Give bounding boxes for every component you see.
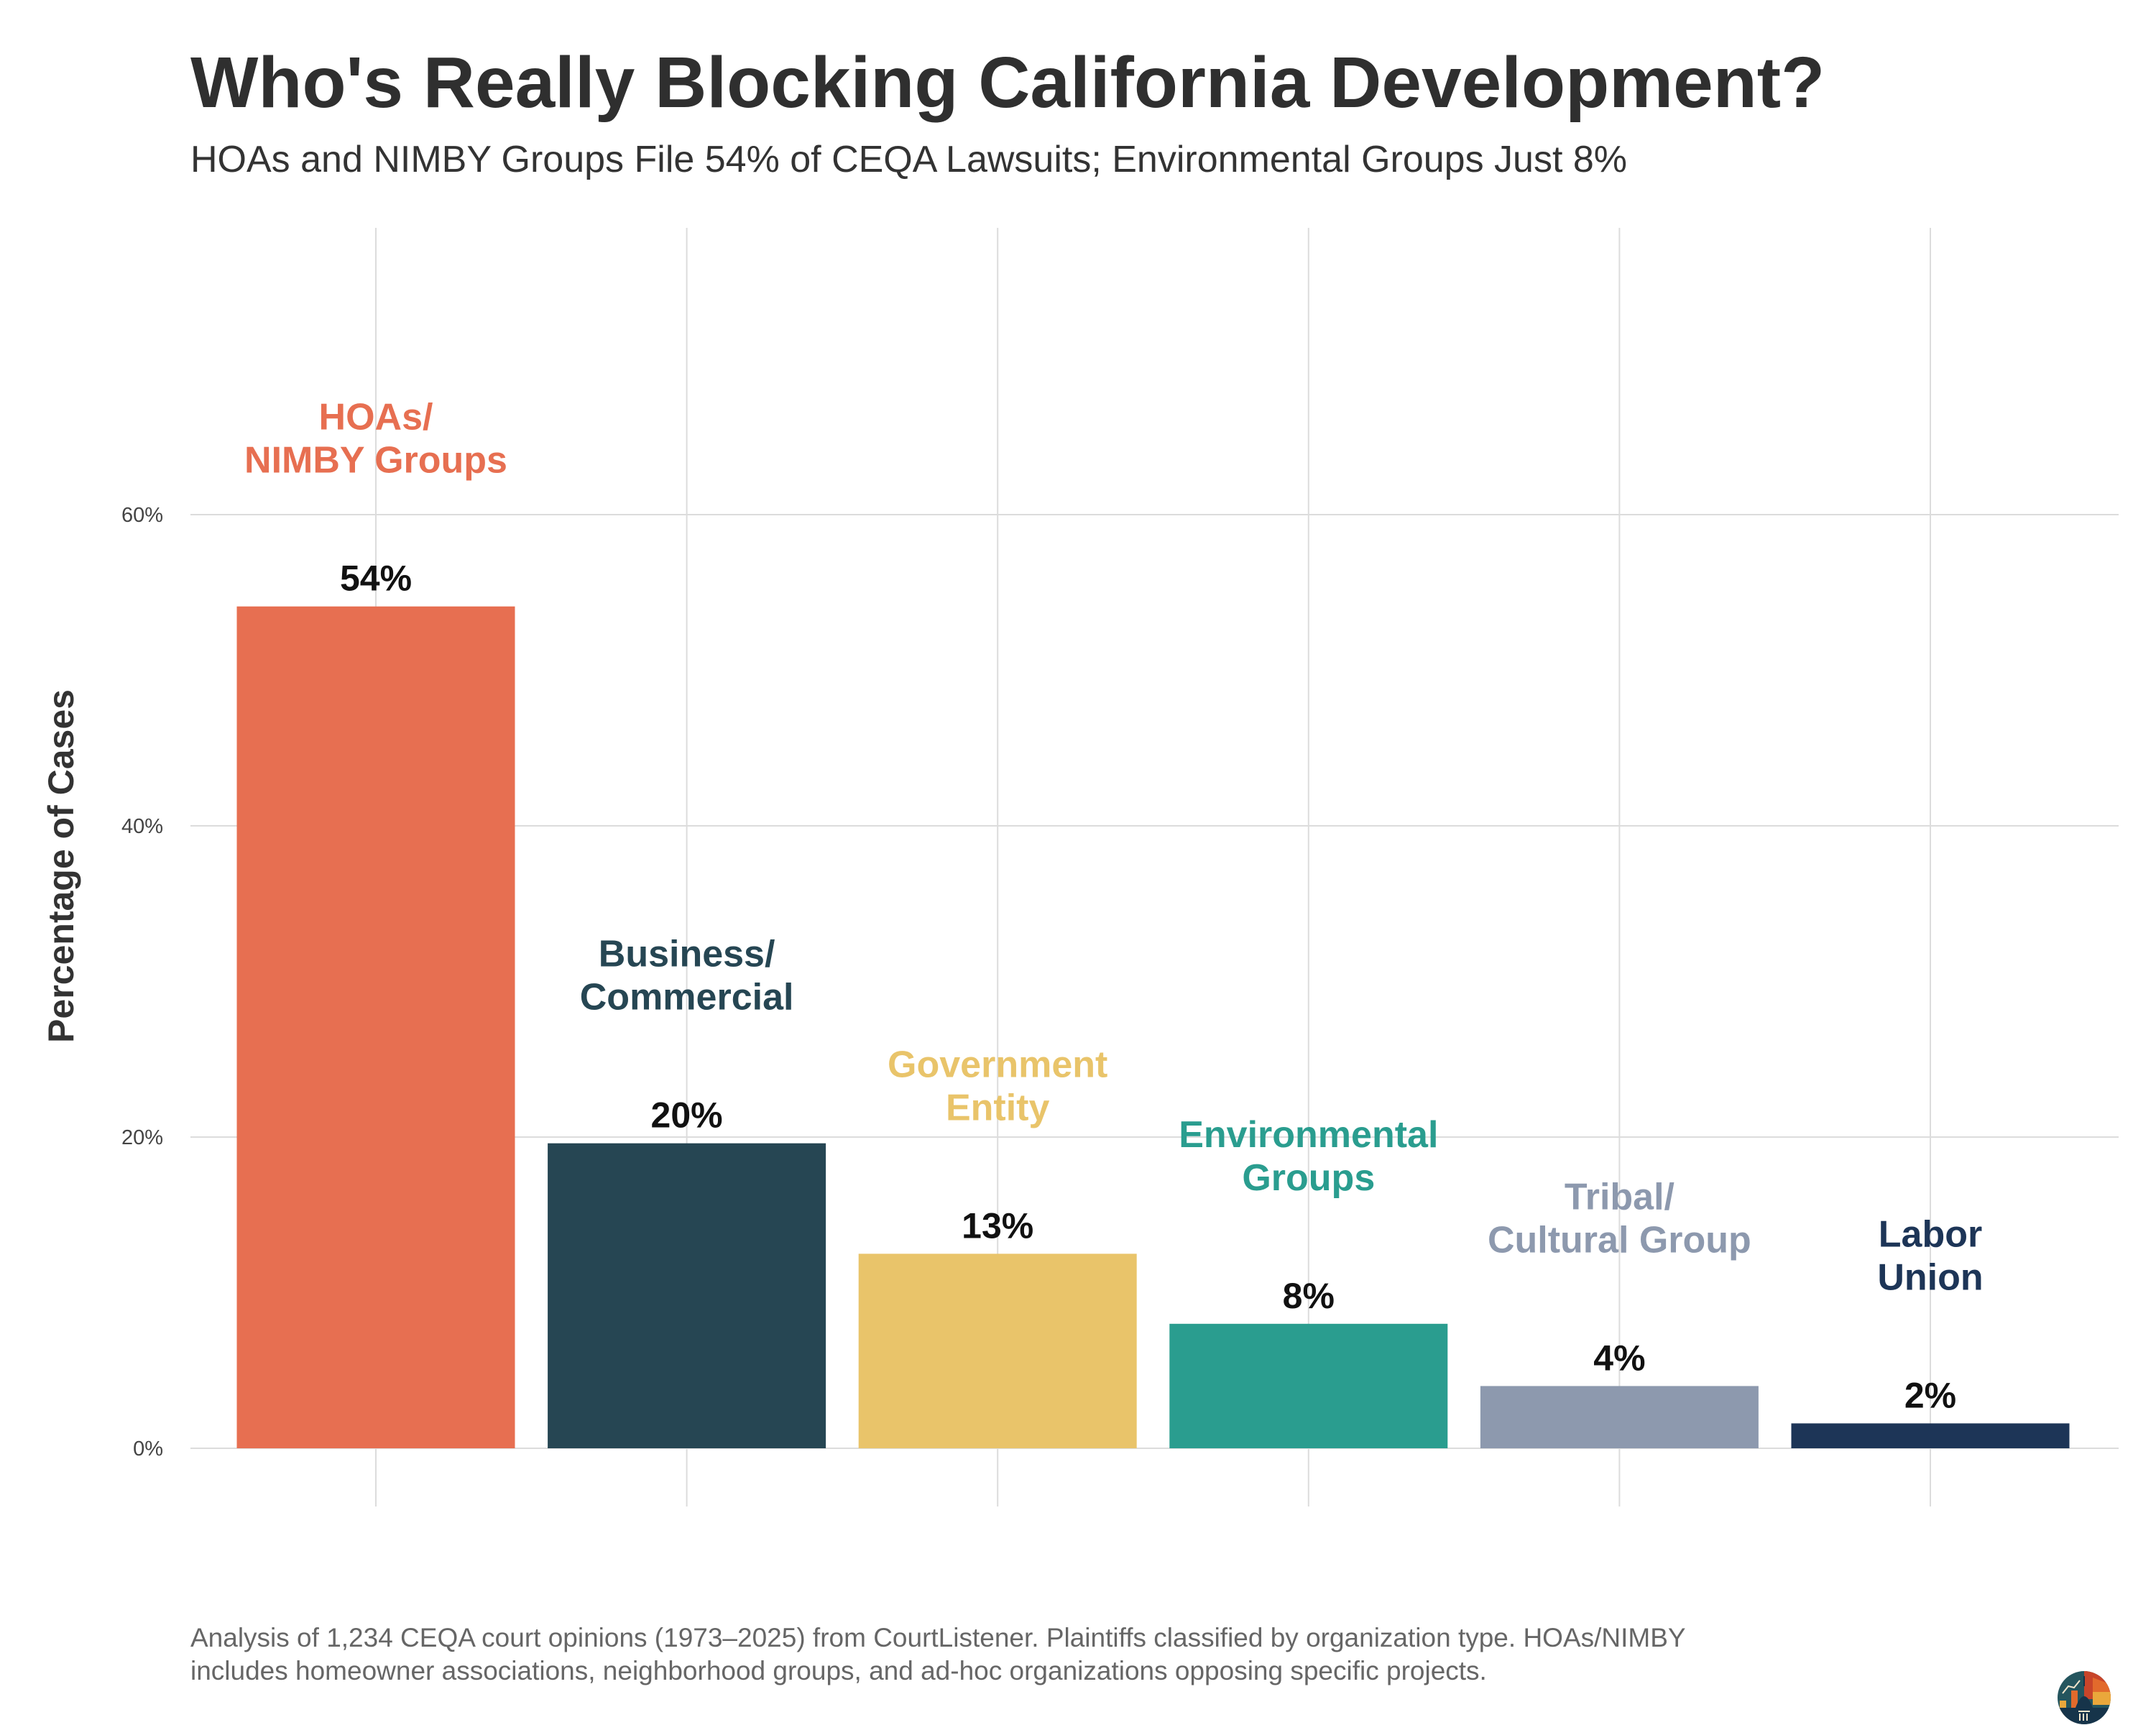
chart-title: Who's Really Blocking California Develop… [190, 42, 1825, 123]
category-label: Environmental [1179, 1114, 1438, 1156]
y-tick-label: 20% [121, 1126, 163, 1149]
bar [1169, 1323, 1448, 1448]
category-label: Entity [946, 1087, 1050, 1128]
footer-line-2: includes homeowner associations, neighbo… [190, 1656, 1487, 1685]
value-label: 2% [1904, 1375, 1956, 1415]
footer-line-1: Analysis of 1,234 CEQA court opinions (1… [190, 1623, 1686, 1652]
y-tick-label: 0% [133, 1438, 163, 1460]
chart-subtitle: HOAs and NIMBY Groups File 54% of CEQA L… [190, 139, 1628, 180]
bar [548, 1143, 826, 1448]
y-axis: 0% 20% 40% 60% [121, 504, 163, 1460]
bar [236, 606, 515, 1448]
bar [858, 1254, 1137, 1448]
category-label: Tribal/ [1565, 1176, 1674, 1218]
y-tick-label: 40% [121, 815, 163, 838]
category-label: Commercial [580, 977, 794, 1018]
y-tick-label: 60% [121, 504, 163, 527]
bar [1791, 1423, 2070, 1448]
labels: 54% HOAs/NIMBY Groups 20% Business/Commerci… [244, 397, 1984, 1416]
footer-note: Analysis of 1,234 CEQA court opinions (1… [190, 1622, 1686, 1688]
value-label: 54% [340, 558, 412, 599]
category-label: HOAs/ [319, 397, 433, 438]
value-label: 13% [962, 1205, 1033, 1246]
value-label: 8% [1283, 1276, 1335, 1316]
bars [236, 606, 2070, 1448]
bar [1480, 1386, 1759, 1448]
logo-icon [2058, 1671, 2111, 1724]
category-label: NIMBY Groups [244, 440, 507, 482]
category-label: Labor [1879, 1213, 1982, 1255]
category-label: Groups [1242, 1157, 1375, 1199]
value-label: 20% [651, 1095, 723, 1136]
category-label: Business/ [599, 934, 775, 975]
category-label: Cultural Group [1488, 1219, 1751, 1261]
category-label: Union [1877, 1256, 1983, 1298]
category-label: Government [888, 1044, 1107, 1085]
value-label: 4% [1593, 1338, 1645, 1378]
y-axis-label: Percentage of Cases [41, 689, 81, 1043]
